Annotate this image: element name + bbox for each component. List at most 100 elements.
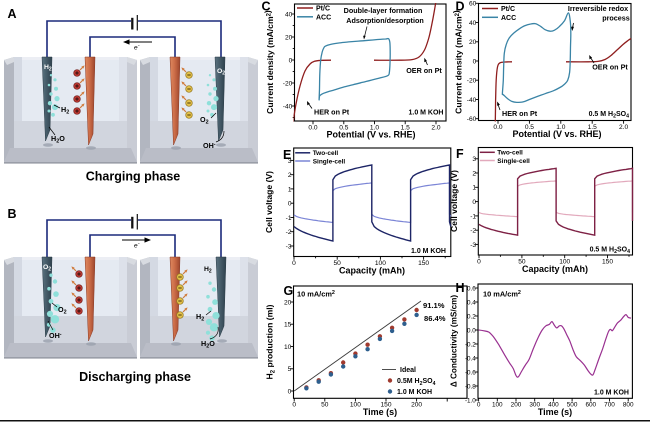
svg-text:Δ Conductivity (mS/cm): Δ Conductivity (mS/cm): [450, 295, 459, 388]
svg-text:500: 500: [567, 402, 578, 409]
svg-text:0: 0: [288, 388, 292, 395]
svg-text:-3: -3: [470, 242, 476, 249]
svg-text:e: e: [134, 243, 138, 250]
svg-text:Single-cell: Single-cell: [313, 158, 346, 165]
svg-text:100: 100: [375, 260, 386, 267]
svg-text:5: 5: [288, 366, 292, 373]
svg-text:1.5: 1.5: [401, 124, 410, 131]
svg-text:86.4%: 86.4%: [424, 314, 446, 323]
svg-text:15: 15: [284, 322, 292, 329]
svg-text:0: 0: [292, 260, 296, 267]
svg-text:O2: O2: [200, 115, 209, 126]
svg-text:0: 0: [288, 201, 292, 208]
svg-text:H2: H2: [196, 312, 204, 323]
svg-text:50: 50: [334, 260, 342, 267]
svg-text:-2: -2: [286, 229, 292, 236]
svg-text:0.2: 0.2: [467, 313, 476, 320]
svg-text:H2O: H2O: [201, 339, 215, 350]
svg-text:300: 300: [529, 402, 540, 409]
svg-text:0: 0: [477, 258, 481, 265]
svg-text:Cell voltage (V): Cell voltage (V): [449, 170, 459, 232]
svg-text:200: 200: [511, 402, 522, 409]
svg-text:1.0 M KOH: 1.0 M KOH: [594, 390, 629, 397]
svg-text:200: 200: [411, 402, 422, 409]
svg-text:0.5: 0.5: [339, 124, 348, 131]
svg-text:H2 production (ml): H2 production (ml): [265, 304, 277, 379]
svg-text:Pt/C: Pt/C: [316, 6, 330, 13]
svg-text:3: 3: [288, 158, 292, 165]
svg-text:Time (s): Time (s): [363, 407, 397, 417]
svg-text:Capacity (mAh): Capacity (mAh): [339, 266, 405, 276]
svg-text:Current density (mA/cm2): Current density (mA/cm2): [451, 10, 464, 114]
svg-text:-1.0: -1.0: [465, 397, 476, 404]
svg-text:D: D: [456, 0, 465, 14]
svg-text:0: 0: [472, 199, 476, 206]
svg-text:-20: -20: [467, 78, 477, 85]
svg-text:0.5: 0.5: [525, 124, 534, 131]
svg-text:Two-cell: Two-cell: [497, 150, 523, 157]
svg-text:OH-: OH-: [49, 331, 62, 340]
svg-text:20: 20: [284, 299, 292, 306]
svg-text:2: 2: [288, 172, 292, 179]
svg-text:-1: -1: [286, 215, 292, 222]
svg-text:0.5M H2SO4: 0.5M H2SO4: [397, 378, 436, 387]
svg-text:Pt/C: Pt/C: [501, 6, 515, 13]
svg-text:e: e: [134, 45, 138, 52]
svg-text:C: C: [262, 0, 271, 14]
svg-text:0.5 M H2SO4: 0.5 M H2SO4: [589, 111, 630, 120]
svg-text:50: 50: [321, 402, 329, 409]
svg-text:-1: -1: [470, 213, 476, 220]
svg-text:100: 100: [492, 402, 503, 409]
svg-text:1.0: 1.0: [556, 124, 565, 131]
svg-text:H2: H2: [61, 105, 69, 116]
svg-text:H: H: [456, 281, 465, 295]
svg-text:-60: -60: [467, 116, 477, 123]
svg-text:Potential (V vs. RHE): Potential (V vs. RHE): [326, 129, 415, 139]
svg-text:700: 700: [604, 402, 615, 409]
svg-text:0: 0: [292, 402, 296, 409]
svg-text:10 mA/cm2: 10 mA/cm2: [483, 290, 521, 299]
svg-text:Irreversible redox: Irreversible redox: [568, 4, 628, 13]
svg-text:60: 60: [469, 1, 477, 8]
svg-text:0.0: 0.0: [493, 124, 502, 131]
svg-text:-: -: [138, 43, 140, 49]
svg-text:2: 2: [472, 170, 476, 177]
svg-text:1.0 M KOH: 1.0 M KOH: [397, 389, 432, 396]
svg-text:Double-layer formation: Double-layer formation: [344, 6, 423, 15]
svg-text:-0.2: -0.2: [465, 341, 476, 348]
svg-text:O2: O2: [58, 305, 67, 316]
svg-text:20: 20: [285, 34, 293, 41]
svg-text:G: G: [284, 284, 294, 298]
svg-text:F: F: [456, 147, 464, 161]
svg-text:Discharging phase: Discharging phase: [79, 370, 191, 384]
svg-text:OH-: OH-: [203, 141, 216, 150]
svg-text:0.6: 0.6: [467, 285, 476, 292]
svg-text:Cell voltage (V): Cell voltage (V): [264, 171, 274, 233]
svg-text:H2O: H2O: [51, 134, 65, 145]
svg-text:100: 100: [350, 402, 361, 409]
svg-text:Charging phase: Charging phase: [86, 170, 181, 184]
svg-text:-2: -2: [470, 228, 476, 235]
svg-text:10: 10: [284, 344, 292, 351]
svg-text:-20: -20: [283, 80, 293, 87]
svg-text:1.0 M KOH: 1.0 M KOH: [411, 248, 446, 255]
svg-text:O2: O2: [43, 264, 51, 273]
svg-text:1: 1: [288, 186, 292, 193]
svg-text:-0.4: -0.4: [465, 355, 476, 362]
svg-text:Potential (V vs. RHE): Potential (V vs. RHE): [512, 129, 601, 139]
svg-text:0: 0: [473, 58, 477, 65]
svg-text:H2: H2: [44, 64, 52, 73]
svg-text:Adsorption/desorption: Adsorption/desorption: [346, 16, 423, 25]
svg-text:40: 40: [469, 20, 477, 27]
svg-text:600: 600: [585, 402, 596, 409]
svg-text:1: 1: [472, 185, 476, 192]
svg-text:-: -: [138, 241, 140, 247]
svg-text:1.0 M KOH: 1.0 M KOH: [408, 110, 443, 117]
svg-text:800: 800: [623, 402, 634, 409]
svg-text:1.0: 1.0: [370, 124, 379, 131]
svg-text:0.0: 0.0: [308, 124, 317, 131]
svg-text:150: 150: [380, 402, 391, 409]
svg-text:-0.8: -0.8: [465, 383, 476, 390]
svg-text:-40: -40: [283, 103, 293, 110]
svg-text:150: 150: [418, 260, 429, 267]
